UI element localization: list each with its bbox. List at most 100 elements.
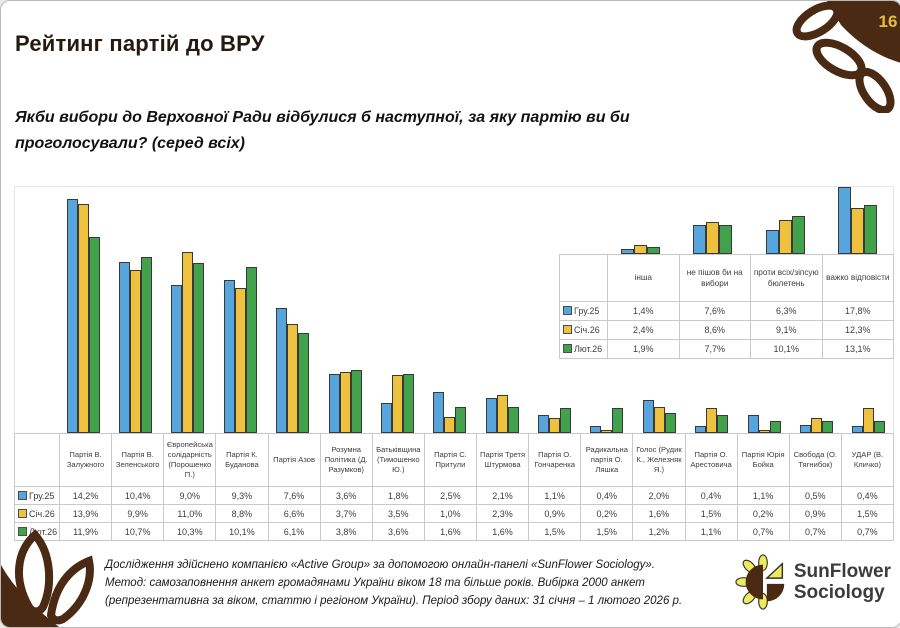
bar-series2 <box>863 408 875 433</box>
value-cell: 9,9% <box>111 504 165 523</box>
value-cell: 2,1% <box>475 486 530 505</box>
bar-series1 <box>538 415 550 433</box>
bar-series3 <box>821 421 833 433</box>
bar-series2 <box>778 220 792 254</box>
bar-series2 <box>234 288 246 433</box>
bar-series1 <box>838 187 852 254</box>
series-row-label: Січ.26 <box>14 504 60 523</box>
bar-series2 <box>444 417 456 433</box>
bar-series2 <box>182 252 194 433</box>
bar-series3 <box>864 205 878 254</box>
value-cell: 0,2% <box>580 504 634 523</box>
value-cell: 13,9% <box>58 504 113 523</box>
series-row-label: Лют.26 <box>559 339 608 359</box>
bar-series3 <box>717 415 729 433</box>
legend-marker <box>18 508 27 518</box>
bar-series3 <box>88 237 100 433</box>
bar-series2 <box>601 430 613 433</box>
table-row: Січ.26 13,9% 9,9% 11,0% 8,8% 6,6% 3,7% 3,5% 1,0%… <box>14 504 895 523</box>
value-cell: 7,7% <box>678 339 751 359</box>
bar-series3 <box>646 247 660 254</box>
value-cell: 1,4% <box>607 301 680 321</box>
value-cell: 1,6% <box>475 522 530 541</box>
category-column-header: інша <box>607 254 680 302</box>
question-subtitle-line1: Якби вибори до Верховної Ради відбулися … <box>15 109 630 126</box>
category-column-header: Свобода (О. Тягнибок) <box>788 433 842 487</box>
footer-note-line2: Метод: самозаповнення анкет громадянами … <box>105 576 645 589</box>
value-cell: 14,2% <box>58 486 113 505</box>
bar-series1 <box>485 398 497 433</box>
value-cell: 10,4% <box>111 486 165 505</box>
legend-marker <box>563 306 572 315</box>
value-cell: 1,5% <box>684 504 738 523</box>
petal-ornament-icon <box>1 529 94 627</box>
other-data-table: інша не пішов би на вибори проти всіх/зіпс… <box>559 254 894 359</box>
table-corner-cell <box>14 433 60 487</box>
value-cell: 12,3% <box>821 320 894 340</box>
bar-series1 <box>765 230 779 254</box>
question-subtitle: Якби вибори до Верховної Ради відбулися … <box>15 105 805 158</box>
bar-series3 <box>402 374 414 433</box>
bar-series2 <box>287 324 299 433</box>
bar-series3 <box>612 408 624 433</box>
value-cell: 1,0% <box>423 504 478 523</box>
value-cell: 2,4% <box>607 320 680 340</box>
bar-series2 <box>130 270 142 433</box>
bar-series1 <box>119 262 131 433</box>
value-cell: 0,4% <box>580 486 634 505</box>
value-cell: 1,2% <box>632 522 686 541</box>
main-bar-chart <box>14 186 894 433</box>
value-cell: 0,4% <box>840 486 895 505</box>
bar-series1 <box>276 308 288 433</box>
corner-ornament-icon: 16 <box>792 1 900 113</box>
value-cell: 6,6% <box>267 504 321 523</box>
value-cell: 1,6% <box>423 522 478 541</box>
bar-series3 <box>719 225 733 254</box>
other-answers-block: інша не пішов би на вибори проти всіх/зіпс… <box>559 186 894 359</box>
value-cell: 9,0% <box>163 486 217 505</box>
bar-series1 <box>590 426 602 433</box>
bar-series2 <box>851 208 865 254</box>
bar-series3 <box>141 257 153 433</box>
bar-series3 <box>507 407 519 433</box>
other-bar-chart <box>604 186 894 254</box>
table-row: Гру.25 1,4% 7,6% 6,3% 17,8% <box>559 301 894 321</box>
bar-series1 <box>620 249 634 254</box>
footer-note-line1: Дослідження здійснено компанією «Active … <box>105 559 655 571</box>
value-cell: 3,7% <box>319 504 373 523</box>
page-title: Рейтинг партій до ВРУ <box>15 31 265 56</box>
bar-series1 <box>433 392 445 433</box>
value-cell: 10,7% <box>111 522 165 541</box>
value-cell: 9,1% <box>750 320 823 340</box>
category-column-header: не пішов би на вибори <box>678 254 751 302</box>
value-cell: 13,1% <box>821 339 894 359</box>
value-cell: 2,5% <box>423 486 478 505</box>
category-column-header: Партія В. Зеленського <box>111 433 165 487</box>
value-cell: 6,1% <box>267 522 321 541</box>
bar-series1 <box>642 400 654 433</box>
value-cell: 0,7% <box>840 522 895 541</box>
value-cell: 1,8% <box>371 486 425 505</box>
bar-series3 <box>350 370 362 433</box>
logo-text-line1: SunFlower <box>793 560 891 582</box>
value-cell: 7,6% <box>678 301 751 321</box>
legend-marker <box>563 344 572 353</box>
value-cell: 8,8% <box>215 504 269 523</box>
value-cell: 10,1% <box>215 522 269 541</box>
category-column-header: Батьківщина (Тимошенко Ю.) <box>371 433 425 487</box>
bar-series2 <box>633 245 647 254</box>
question-subtitle-line2: проголосували? (серед всіх) <box>15 135 245 153</box>
legend-marker <box>563 325 572 334</box>
bar-series1 <box>223 280 235 433</box>
value-cell: 11,0% <box>163 504 217 523</box>
category-column-header: УДАР (В. Кличко) <box>840 433 895 487</box>
value-cell: 1,6% <box>632 504 686 523</box>
bar-series1 <box>171 285 183 433</box>
category-column-header: Партія О. Арестовича <box>684 433 738 487</box>
table-row: Гру.25 14,2% 10,4% 9,0% 9,3% 7,6% 3,6% 1,8% 2,5%… <box>14 486 895 505</box>
sunflower-logo-icon <box>735 554 785 610</box>
table-row: Січ.26 2,4% 8,6% 9,1% 12,3% <box>559 320 894 340</box>
series-row-label: Січ.26 <box>559 320 608 340</box>
category-column-header: Партія С. Притули <box>423 433 478 487</box>
main-data-table: Партія В. Залужного Партія В. Зеленського… <box>14 433 895 541</box>
